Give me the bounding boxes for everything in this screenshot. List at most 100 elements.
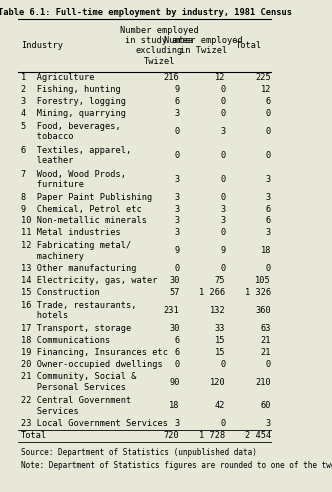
Text: 6: 6 bbox=[266, 216, 271, 225]
Text: 0: 0 bbox=[220, 151, 225, 160]
Text: 0: 0 bbox=[220, 85, 225, 94]
Text: 19 Financing, Insurances etc: 19 Financing, Insurances etc bbox=[21, 348, 168, 357]
Text: 0: 0 bbox=[266, 264, 271, 273]
Text: 105: 105 bbox=[255, 276, 271, 285]
Text: 23 Local Government Services: 23 Local Government Services bbox=[21, 419, 168, 429]
Text: 17 Transport, storage: 17 Transport, storage bbox=[21, 324, 131, 333]
Text: 3: 3 bbox=[266, 175, 271, 184]
Text: 6: 6 bbox=[174, 336, 180, 345]
Text: Note: Department of Statistics figures are rounded to one of the two: Note: Department of Statistics figures a… bbox=[21, 461, 332, 470]
Text: 0: 0 bbox=[220, 228, 225, 238]
Text: 3: 3 bbox=[174, 193, 180, 202]
Text: 2  Fishing, hunting: 2 Fishing, hunting bbox=[21, 85, 121, 94]
Text: 3: 3 bbox=[266, 193, 271, 202]
Text: Number employed
in study area
excluding
Twizel: Number employed in study area excluding … bbox=[120, 26, 199, 66]
Text: Number employed
in Twizel: Number employed in Twizel bbox=[164, 36, 243, 56]
Text: 18 Communications: 18 Communications bbox=[21, 336, 110, 345]
Text: 1  Agriculture: 1 Agriculture bbox=[21, 73, 94, 82]
Text: 0: 0 bbox=[220, 97, 225, 106]
Text: 0: 0 bbox=[266, 360, 271, 369]
Text: 120: 120 bbox=[209, 377, 225, 387]
Text: 63: 63 bbox=[261, 324, 271, 333]
Text: Source: Department of Statistics (unpublished data): Source: Department of Statistics (unpubl… bbox=[21, 448, 257, 457]
Text: 3: 3 bbox=[220, 205, 225, 214]
Text: 90: 90 bbox=[169, 377, 180, 387]
Text: 75: 75 bbox=[215, 276, 225, 285]
Text: 6: 6 bbox=[266, 205, 271, 214]
Text: 3: 3 bbox=[174, 419, 180, 429]
Text: 3: 3 bbox=[266, 228, 271, 238]
Text: 360: 360 bbox=[255, 306, 271, 315]
Text: 18: 18 bbox=[261, 246, 271, 255]
Text: 0: 0 bbox=[174, 151, 180, 160]
Text: 15: 15 bbox=[215, 336, 225, 345]
Text: 3: 3 bbox=[174, 175, 180, 184]
Text: 0: 0 bbox=[220, 419, 225, 429]
Text: 0: 0 bbox=[266, 127, 271, 136]
Text: 216: 216 bbox=[164, 73, 180, 82]
Text: 4  Mining, quarrying: 4 Mining, quarrying bbox=[21, 109, 126, 118]
Text: 7  Wood, Wood Prods,
   furniture: 7 Wood, Wood Prods, furniture bbox=[21, 170, 126, 189]
Text: 21: 21 bbox=[261, 348, 271, 357]
Text: 42: 42 bbox=[215, 401, 225, 410]
Text: 2 454: 2 454 bbox=[245, 431, 271, 440]
Text: 60: 60 bbox=[261, 401, 271, 410]
Text: 3: 3 bbox=[174, 228, 180, 238]
Text: 9  Chemical, Petrol etc: 9 Chemical, Petrol etc bbox=[21, 205, 142, 214]
Text: 0: 0 bbox=[220, 360, 225, 369]
Text: 3: 3 bbox=[174, 205, 180, 214]
Text: 1 326: 1 326 bbox=[245, 288, 271, 297]
Text: 132: 132 bbox=[209, 306, 225, 315]
Text: 9: 9 bbox=[174, 85, 180, 94]
Text: 0: 0 bbox=[220, 109, 225, 118]
Text: 12 Fabricating metal/
   machinery: 12 Fabricating metal/ machinery bbox=[21, 241, 131, 261]
Text: 0: 0 bbox=[220, 264, 225, 273]
Text: 12: 12 bbox=[215, 73, 225, 82]
Text: 57: 57 bbox=[169, 288, 180, 297]
Text: 225: 225 bbox=[255, 73, 271, 82]
Text: 18: 18 bbox=[169, 401, 180, 410]
Text: 0: 0 bbox=[174, 127, 180, 136]
Text: 3: 3 bbox=[220, 216, 225, 225]
Text: Industry: Industry bbox=[21, 41, 63, 50]
Text: 3: 3 bbox=[266, 419, 271, 429]
Text: 1 728: 1 728 bbox=[199, 431, 225, 440]
Text: 3: 3 bbox=[174, 216, 180, 225]
Text: 22 Central Government
   Services: 22 Central Government Services bbox=[21, 396, 131, 416]
Text: 10 Non-metallic minerals: 10 Non-metallic minerals bbox=[21, 216, 147, 225]
Text: 6: 6 bbox=[174, 97, 180, 106]
Text: 3: 3 bbox=[174, 109, 180, 118]
Text: 20 Owner-occupied dwellings: 20 Owner-occupied dwellings bbox=[21, 360, 163, 369]
Text: Total: Total bbox=[236, 41, 263, 50]
Text: 0: 0 bbox=[220, 193, 225, 202]
Text: 231: 231 bbox=[164, 306, 180, 315]
Text: Total: Total bbox=[21, 431, 47, 440]
Text: 6: 6 bbox=[266, 97, 271, 106]
Text: 0: 0 bbox=[174, 264, 180, 273]
Text: 30: 30 bbox=[169, 324, 180, 333]
Text: 0: 0 bbox=[174, 360, 180, 369]
Text: 13 Other manufacturing: 13 Other manufacturing bbox=[21, 264, 136, 273]
Text: 11 Metal industries: 11 Metal industries bbox=[21, 228, 121, 238]
Text: 15 Construction: 15 Construction bbox=[21, 288, 100, 297]
Text: 21: 21 bbox=[261, 336, 271, 345]
Text: 0: 0 bbox=[220, 175, 225, 184]
Text: 9: 9 bbox=[174, 246, 180, 255]
Text: 210: 210 bbox=[255, 377, 271, 387]
Text: 6  Textiles, apparel,
   leather: 6 Textiles, apparel, leather bbox=[21, 146, 131, 165]
Text: 5  Food, beverages,
   tobacco: 5 Food, beverages, tobacco bbox=[21, 122, 121, 141]
Text: Table 6.1: Full-time employment by industry, 1981 Census: Table 6.1: Full-time employment by indus… bbox=[0, 8, 292, 17]
Text: 3  Forestry, logging: 3 Forestry, logging bbox=[21, 97, 126, 106]
Text: 21 Community, Social &
   Personal Services: 21 Community, Social & Personal Services bbox=[21, 372, 136, 392]
Text: 15: 15 bbox=[215, 348, 225, 357]
Text: 12: 12 bbox=[261, 85, 271, 94]
Text: 0: 0 bbox=[266, 151, 271, 160]
Text: 720: 720 bbox=[164, 431, 180, 440]
Text: 14 Electricity, gas, water: 14 Electricity, gas, water bbox=[21, 276, 157, 285]
Text: 9: 9 bbox=[220, 246, 225, 255]
Text: 8  Paper Paint Publishing: 8 Paper Paint Publishing bbox=[21, 193, 152, 202]
Text: 16 Trade, restaurants,
   hotels: 16 Trade, restaurants, hotels bbox=[21, 301, 136, 320]
Text: 3: 3 bbox=[220, 127, 225, 136]
Text: 1 266: 1 266 bbox=[199, 288, 225, 297]
Text: 30: 30 bbox=[169, 276, 180, 285]
